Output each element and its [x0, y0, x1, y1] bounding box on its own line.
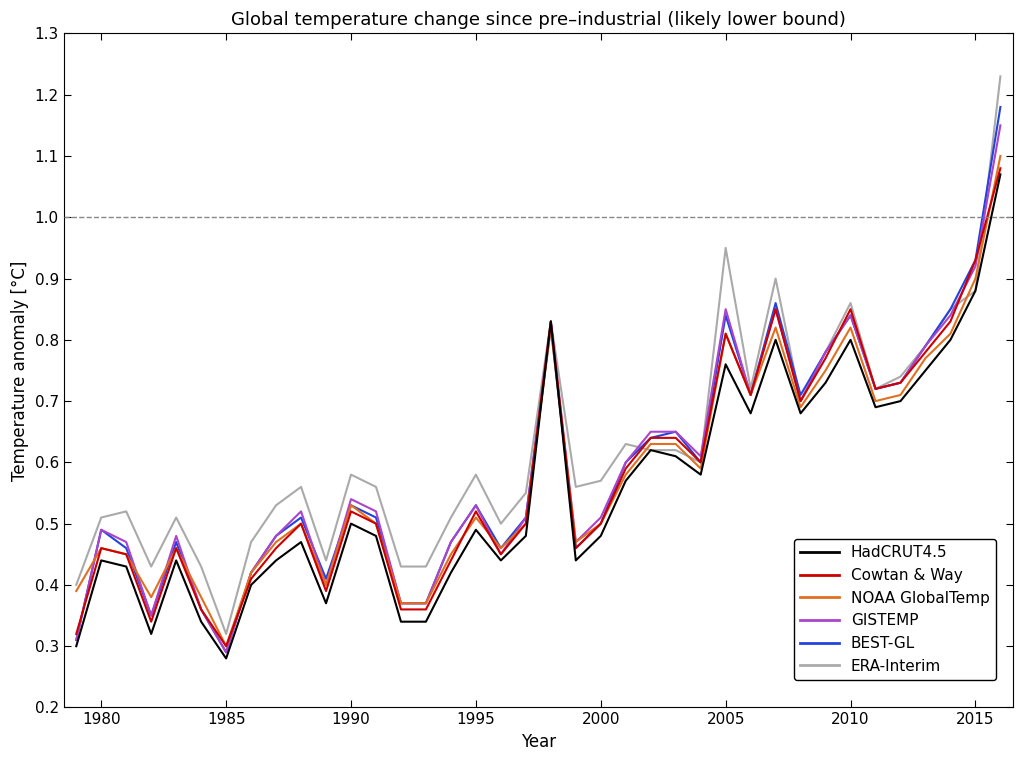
Title: Global temperature change since pre–industrial (likely lower bound): Global temperature change since pre–indu…: [230, 11, 846, 29]
X-axis label: Year: Year: [521, 733, 556, 751]
Legend: HadCRUT4.5, Cowtan & Way, NOAA GlobalTemp, GISTEMP, BEST-GL, ERA-Interim: HadCRUT4.5, Cowtan & Way, NOAA GlobalTem…: [795, 539, 995, 680]
Y-axis label: Temperature anomaly [°C]: Temperature anomaly [°C]: [11, 261, 29, 481]
